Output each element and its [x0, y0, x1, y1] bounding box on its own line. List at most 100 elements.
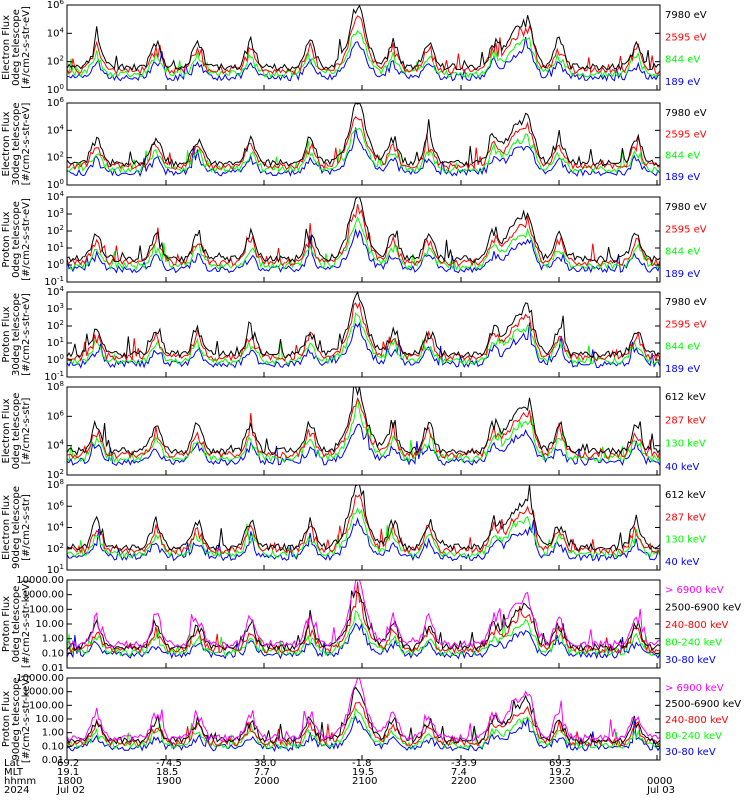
x-tick-label: 7.7 — [254, 767, 270, 778]
legend-entry: 130 keV — [665, 535, 706, 546]
x-tick-label: 19.2 — [549, 767, 571, 778]
series-line-red — [66, 15, 661, 75]
panel-1: 100 102 104 106 TEDElectron Flux0deg telesco… — [0, 0, 707, 96]
y-tick-label: 104 — [47, 123, 65, 136]
legend-entry: 130 keV — [665, 439, 706, 450]
y-tick-label: 102 — [47, 55, 64, 68]
x-tick-label: 2300 — [549, 776, 574, 787]
legend-entry: 2595 eV — [665, 224, 707, 235]
legend-entry: 240-800 keV — [665, 620, 729, 631]
panel-7: 0.01 0.10 1.00 10.00 100.00 1000.00 10000.00ME… — [0, 575, 741, 674]
legend-entry: > 6900 keV — [665, 585, 724, 596]
legend-entry: 2595 eV — [665, 32, 707, 43]
y-tick-label: 1.00 — [42, 634, 64, 645]
x-tick-label: 0000 — [647, 776, 672, 787]
legend-entry: 40 keV — [665, 557, 699, 568]
y-tick-label: 10-1 — [44, 370, 64, 383]
y-tick-label: 102 — [47, 151, 64, 164]
legend-entry: 844 eV — [665, 151, 700, 162]
y-axis-label: TEDProton Flux0deg telescope[#/cm2-s-str… — [0, 198, 32, 281]
legend-entry: 240-800 keV — [665, 715, 729, 726]
y-tick-label: 102 — [47, 319, 64, 332]
x-tick-label: Jul 02 — [56, 785, 85, 796]
y-axis-label: TEDElectron Flux0deg telescope[#/cm2-s-s… — [0, 6, 32, 89]
x-tick-label: 69.2 — [57, 758, 79, 769]
y-tick-label: 10000.00 — [16, 575, 64, 586]
panel-frame — [66, 579, 661, 669]
series-line-blue — [66, 37, 661, 82]
y-tick-label: 108 — [47, 380, 64, 393]
legend-entry: 612 keV — [665, 392, 706, 403]
series-line-red — [66, 301, 661, 362]
y-tick-label: 1.00 — [42, 728, 64, 739]
panel-frame — [66, 196, 661, 283]
series-line-black — [66, 484, 661, 552]
x-tick-label: -74.5 — [156, 758, 182, 769]
series-line-blue — [67, 127, 661, 178]
x-row-label: hhmm — [4, 776, 36, 787]
series-line-blue — [66, 622, 661, 660]
y-tick-label: 100 — [47, 178, 64, 191]
series-line-green — [66, 397, 661, 464]
series-line-blue — [66, 423, 661, 467]
legend-entry: 612 keV — [665, 490, 706, 501]
x-tick-label: 38.0 — [254, 758, 276, 769]
series-line-green — [66, 610, 661, 657]
series-line-black — [66, 4, 661, 72]
y-tick-label: 101 — [47, 563, 64, 576]
y-tick-label: 100.00 — [29, 604, 64, 615]
x-tick-label: 69.3 — [549, 758, 571, 769]
series-line-green — [66, 312, 661, 366]
y-tick-label: 108 — [47, 478, 64, 491]
y-tick-label: 106 — [47, 96, 65, 109]
panel-2: 100 102 104 106 TEDElectron Flux30deg telesc… — [0, 96, 707, 191]
y-tick-label: 100 — [47, 353, 64, 366]
x-row-label: 2024 — [4, 785, 29, 796]
y-tick-label: 100.00 — [29, 700, 64, 711]
y-tick-label: 102 — [47, 542, 64, 555]
y-tick-label: 104 — [47, 521, 65, 534]
y-tick-label: 10.00 — [35, 714, 64, 725]
y-axis-label: MEPEDProton Flux0deg telescope[#/cm2-s-s… — [0, 580, 32, 668]
x-tick-label: Jul 03 — [646, 785, 675, 796]
legend-entry: 189 eV — [665, 364, 700, 375]
legend-entry: 2595 eV — [665, 129, 707, 140]
y-tick-label: 0.10 — [42, 648, 64, 659]
series-line-black — [66, 386, 661, 456]
legend-entry: 844 eV — [665, 55, 700, 66]
legend-entry: 80-240 keV — [665, 638, 722, 649]
y-tick-label: 106 — [47, 499, 65, 512]
legend-entry: 7980 eV — [665, 10, 707, 21]
legend-entry: 189 eV — [665, 269, 700, 280]
y-tick-label: 106 — [47, 409, 65, 422]
series-line-black — [66, 102, 661, 168]
legend-entry: 189 eV — [665, 77, 700, 88]
series-line-blue — [66, 228, 661, 274]
series-line-magenta — [66, 579, 661, 650]
legend-entry: 7980 eV — [665, 202, 707, 213]
x-row-label: Lat — [4, 758, 20, 769]
y-tick-label: 104 — [47, 26, 65, 39]
y-tick-label: 103 — [47, 207, 64, 220]
y-tick-label: 103 — [47, 302, 64, 315]
x-tick-label: 19.1 — [57, 767, 79, 778]
y-tick-label: 1000.00 — [23, 590, 64, 601]
y-tick-label: 102 — [47, 224, 64, 237]
y-axis-label: MEPEDElectron Flux0deg telescope[#/cm2-s… — [0, 393, 32, 470]
y-tick-label: 0.10 — [42, 741, 64, 752]
legend-entry: 844 eV — [665, 247, 700, 258]
y-tick-label: 1000.00 — [23, 687, 64, 698]
x-row-label: MLT — [4, 767, 24, 778]
panel-3: 10-1 100 101 102 103 104 TEDProton Flux0deg te… — [0, 190, 707, 288]
legend-entry: 40 keV — [665, 462, 699, 473]
y-tick-label: 101 — [47, 336, 64, 349]
y-axis-label: MEPEDProton Flux90deg telescope[#/cm2-s-… — [0, 675, 32, 763]
y-tick-label: 100 — [47, 258, 64, 271]
legend-entry: 2500-6900 keV — [665, 699, 741, 710]
panel-6: 101 102 104 106 108 MEPEDElectron Flux90deg t… — [0, 478, 706, 576]
series-line-blue — [66, 517, 661, 563]
panel-5: 102 104 106 108 MEPEDElectron Flux0deg teles… — [0, 380, 706, 481]
legend-entry: 2595 eV — [665, 319, 707, 330]
y-tick-label: 104 — [47, 285, 65, 298]
